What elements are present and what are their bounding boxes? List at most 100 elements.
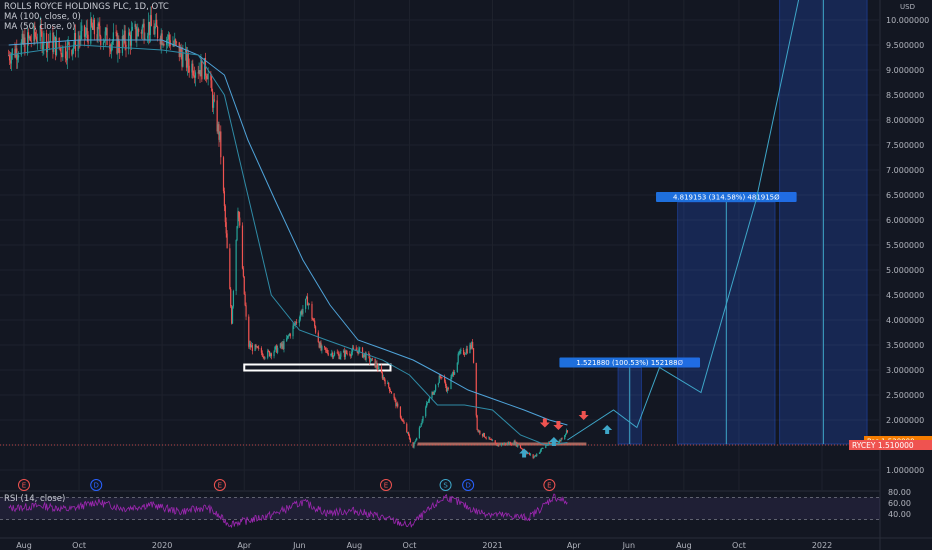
candle-body bbox=[502, 444, 504, 445]
candle-body bbox=[339, 356, 341, 359]
candle-body bbox=[481, 433, 484, 437]
candle-body bbox=[509, 442, 511, 444]
candle-body bbox=[242, 268, 244, 277]
candle-body bbox=[257, 346, 259, 348]
ma50-legend: MA (50, close, 0) bbox=[4, 22, 76, 32]
candle-body bbox=[197, 72, 199, 74]
candle-body bbox=[396, 403, 398, 407]
candle-body bbox=[333, 352, 336, 356]
candle-body bbox=[185, 49, 188, 68]
candle-body bbox=[403, 421, 405, 424]
candle-body bbox=[330, 354, 332, 356]
candle-body bbox=[352, 347, 355, 349]
candle-body bbox=[475, 362, 477, 416]
candle-body bbox=[187, 53, 189, 66]
candle-body bbox=[435, 385, 437, 391]
candle-body bbox=[340, 352, 342, 357]
target-label-bg bbox=[656, 192, 797, 202]
candle-body bbox=[131, 26, 133, 31]
candle-body bbox=[92, 19, 95, 30]
candle-body bbox=[236, 226, 238, 241]
symbol-legend: ROLLS ROYCE HOLDINGS PLC, 1D, OTC bbox=[4, 2, 169, 12]
candle-body bbox=[496, 443, 498, 446]
candle-body bbox=[199, 70, 201, 77]
price-tick-label: 10.000000 bbox=[886, 16, 929, 25]
candle-body bbox=[325, 349, 328, 351]
candle-body bbox=[286, 335, 289, 339]
candle-body bbox=[178, 42, 180, 57]
candle-body bbox=[42, 45, 44, 50]
candle-body bbox=[283, 341, 285, 350]
candle-body bbox=[231, 306, 234, 324]
event-letter: E bbox=[218, 482, 222, 490]
candle-body bbox=[230, 289, 232, 307]
candle-body bbox=[313, 320, 315, 321]
candle-body bbox=[364, 353, 366, 360]
candle-body bbox=[389, 391, 392, 392]
rsi-line bbox=[8, 493, 568, 529]
candle-body bbox=[409, 439, 411, 443]
candle-body bbox=[321, 346, 323, 351]
candle-body bbox=[441, 377, 443, 379]
price-tick-label: 9.500000 bbox=[886, 41, 924, 50]
price-tick-label: 1.000000 bbox=[886, 466, 924, 475]
candle-body bbox=[81, 25, 83, 32]
candle-body bbox=[207, 73, 209, 80]
candle-body bbox=[206, 78, 208, 80]
candle-body bbox=[200, 59, 202, 77]
event-circle bbox=[213, 479, 226, 491]
candle-body bbox=[270, 353, 272, 357]
candle-body bbox=[93, 19, 96, 35]
candle-body bbox=[406, 423, 408, 433]
signal-up-arrow-icon bbox=[548, 437, 559, 446]
candle-body bbox=[298, 319, 300, 323]
candle-body bbox=[104, 31, 106, 41]
candle-body bbox=[90, 18, 92, 44]
candle-body bbox=[135, 24, 137, 40]
candle-body bbox=[477, 429, 479, 432]
candle-body bbox=[24, 37, 26, 54]
candle-body bbox=[87, 34, 89, 44]
candle-body bbox=[186, 53, 188, 68]
candle-body bbox=[159, 38, 161, 45]
candle-body bbox=[482, 433, 485, 437]
candle-body bbox=[440, 377, 442, 378]
candle-body bbox=[534, 455, 536, 457]
candle-body bbox=[450, 377, 452, 389]
candle-body bbox=[161, 33, 163, 45]
candle-body bbox=[147, 35, 149, 39]
candle-body bbox=[156, 19, 158, 27]
candle-body bbox=[407, 432, 409, 434]
support-box bbox=[243, 363, 392, 372]
candle-body bbox=[388, 382, 390, 388]
candle-body bbox=[355, 348, 357, 351]
candle-body bbox=[342, 350, 345, 353]
candle-body bbox=[219, 131, 221, 140]
candle-body bbox=[137, 28, 139, 37]
candle-body bbox=[150, 15, 152, 27]
time-tick-label: 2021 bbox=[482, 541, 502, 550]
candle-body bbox=[546, 445, 549, 446]
ma100-line bbox=[8, 39, 568, 426]
candle-body bbox=[427, 401, 430, 403]
candle-body bbox=[217, 124, 219, 132]
candle-body bbox=[377, 367, 379, 370]
candle-body bbox=[445, 385, 448, 392]
candle-body bbox=[226, 233, 228, 249]
candle-body bbox=[40, 25, 42, 32]
candle-body bbox=[426, 403, 428, 408]
candle-body bbox=[262, 356, 264, 358]
candle-body bbox=[559, 440, 561, 442]
candle-body bbox=[119, 49, 121, 54]
candle-body bbox=[61, 54, 63, 58]
price-tick-label: 3.500000 bbox=[886, 341, 924, 350]
time-tick-label: Jun bbox=[622, 541, 636, 550]
candle-body bbox=[36, 41, 39, 42]
candle-body bbox=[456, 362, 458, 372]
candle-body bbox=[239, 217, 241, 226]
candle-body bbox=[469, 344, 471, 354]
candle-body bbox=[54, 36, 57, 56]
candle-body bbox=[299, 314, 301, 320]
candle-body bbox=[459, 350, 461, 353]
